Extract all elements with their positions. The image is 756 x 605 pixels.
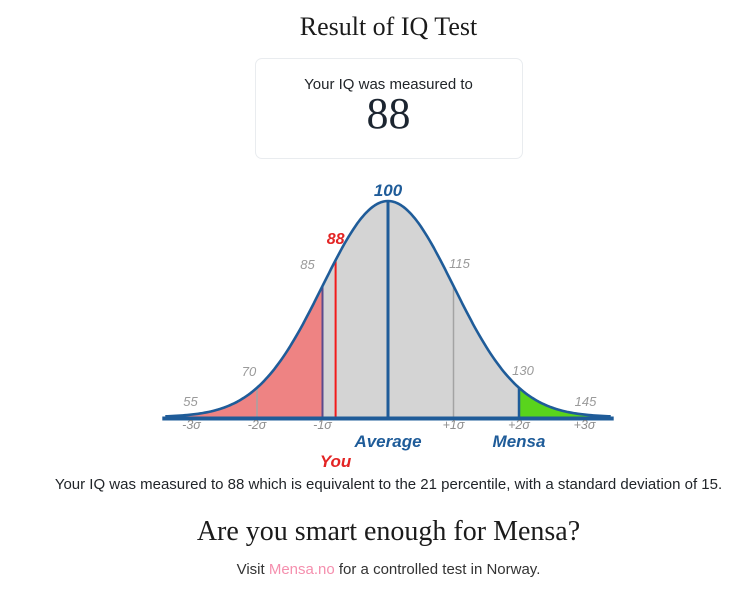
result-card: Your IQ was measured to 88: [254, 58, 523, 159]
sigma-tick--2: -2σ: [248, 418, 267, 432]
footer-note: Visit Mensa.no for a controlled test in …: [21, 560, 756, 579]
bell-curve-line: [165, 199, 611, 418]
iq-label-85: 85: [300, 257, 315, 272]
page-title: Result of IQ Test: [299, 12, 478, 41]
mensa-region: [519, 387, 611, 417]
annotation-you: You: [320, 452, 352, 471]
annotation-average: Average: [353, 432, 421, 451]
below-minus1-sigma-region: [165, 285, 323, 417]
mensa-link[interactable]: Mensa.no: [268, 561, 335, 578]
iq-label-100: 100: [374, 181, 403, 200]
annotation-mensa: Mensa: [493, 432, 546, 451]
iq-label-70: 70: [242, 364, 257, 379]
iq-label-130: 130: [512, 363, 534, 378]
footer-prefix: Visit: [236, 561, 269, 578]
bell-curve-svg: 55 70 85 88 100 115 130 145 -3σ -2σ -1σ +1σ +2σ +3σ Av…: [162, 181, 614, 471]
result-card-score: 88: [366, 89, 411, 138]
sigma-tick--1: -1σ: [313, 418, 332, 432]
sigma-tick-2: +2σ: [508, 418, 530, 432]
mensa-heading: Are you smart enough for Mensa?: [196, 516, 581, 547]
iq-label-88: 88: [327, 231, 345, 248]
iq-label-55: 55: [183, 394, 198, 409]
sigma-tick-1: +1σ: [443, 418, 465, 432]
result-card-caption: Your IQ was measured to: [304, 76, 473, 93]
iq-label-145: 145: [575, 394, 597, 409]
sigma-tick-3: +3σ: [574, 418, 596, 432]
iq-bell-curve-chart: 55 70 85 88 100 115 130 145 -3σ -2σ -1σ +1σ +2σ +3σ Av…: [0, 169, 756, 471]
footer-suffix: for a controlled test in Norway.: [334, 561, 541, 578]
iq-result-page: Result of IQ Test Your IQ was measured t…: [0, 12, 756, 579]
iq-label-115: 115: [449, 256, 470, 271]
result-summary: Your IQ was measured to 88 which is equi…: [54, 476, 723, 493]
average-region: [322, 201, 519, 417]
sigma-tick--3: -3σ: [182, 418, 201, 432]
